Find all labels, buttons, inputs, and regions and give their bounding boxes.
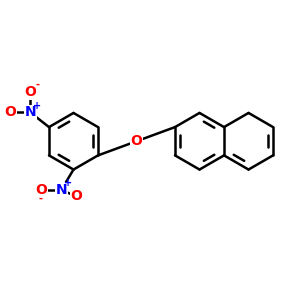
Text: O: O bbox=[35, 183, 47, 197]
Text: -: - bbox=[38, 194, 43, 204]
Text: N: N bbox=[24, 105, 36, 119]
Text: -: - bbox=[35, 80, 40, 90]
Text: +: + bbox=[64, 178, 72, 188]
Text: O: O bbox=[70, 190, 82, 203]
Text: O: O bbox=[4, 105, 16, 119]
Text: O: O bbox=[24, 85, 36, 99]
Text: +: + bbox=[33, 100, 41, 110]
Text: N: N bbox=[56, 183, 67, 197]
Text: O: O bbox=[130, 134, 142, 148]
